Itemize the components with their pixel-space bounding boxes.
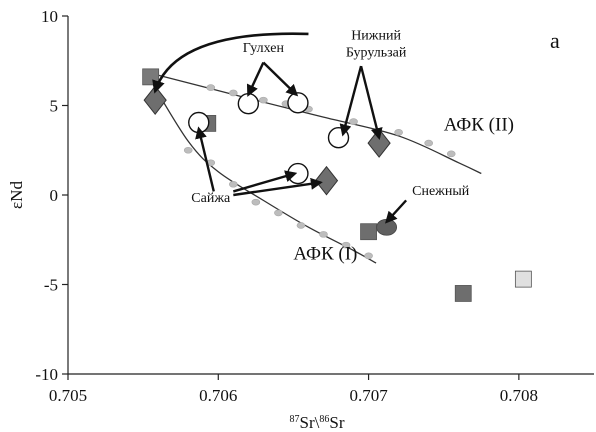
annotation-arrow xyxy=(233,177,323,197)
curve-bead xyxy=(183,146,193,154)
chart-text: Гулхен Нижний Бурульзай Сайжа Снежный АФК (II… xyxy=(191,28,560,264)
curve-bead xyxy=(206,84,216,91)
open-circle-marker xyxy=(237,93,260,115)
annotation-label: Нижний Бурульзай xyxy=(346,28,407,60)
bracket-arrow xyxy=(152,32,309,94)
curve-bead xyxy=(229,180,238,188)
y-axis-title: εNd xyxy=(7,181,26,209)
data-points xyxy=(142,68,532,302)
square-marker xyxy=(454,285,472,302)
x-tick-label: 0.705 xyxy=(49,386,87,405)
square-marker xyxy=(514,270,532,288)
x-tick-label: 0.708 xyxy=(500,386,538,405)
y-tick-label: -10 xyxy=(35,365,58,384)
annotation-arrow xyxy=(195,126,215,192)
annotation-arrow xyxy=(232,170,298,193)
curve-bead xyxy=(446,150,456,158)
square-marker xyxy=(360,223,377,241)
curve-bead xyxy=(251,198,261,206)
annotation-label: Гулхен xyxy=(243,41,285,56)
annotation-arrows xyxy=(152,32,408,224)
annotation-label: Сайжа xyxy=(191,191,231,206)
curve-bead xyxy=(394,129,403,136)
y-tick-label: 10 xyxy=(41,7,58,26)
annotation-arrow xyxy=(262,61,299,97)
curve-bead xyxy=(259,96,268,104)
y-tick-label: -5 xyxy=(44,276,58,295)
curve-bead xyxy=(296,222,306,229)
x-axis-title: 87Sr\86Sr xyxy=(290,413,345,432)
annotation-arrow xyxy=(359,65,383,141)
curve-bead xyxy=(319,231,328,238)
curve-bead xyxy=(341,241,351,249)
x-tick-label: 0.707 xyxy=(349,386,388,405)
curve-label: АФК (I) xyxy=(293,243,357,264)
mixing-curve-1 xyxy=(150,72,482,175)
panel-label: a xyxy=(550,28,560,53)
open-circle-marker xyxy=(287,92,309,114)
y-tick-label: 5 xyxy=(50,97,59,116)
annotation-arrow xyxy=(384,199,408,224)
axes: 0.705 0.706 0.707 0.708 -10 -5 0 5 10 87Sr\86Sr εN… xyxy=(7,7,594,432)
open-circle-marker xyxy=(327,127,350,149)
curve-bead xyxy=(274,209,283,217)
curve-label: АФК (II) xyxy=(444,115,514,136)
annotation-label: Снежный xyxy=(412,184,470,199)
mixing-curves xyxy=(150,72,482,264)
y-tick-label: 0 xyxy=(50,186,59,205)
curve-bead xyxy=(364,252,373,260)
diamond-marker xyxy=(314,165,339,196)
annotation-arrow xyxy=(246,62,265,97)
annotation-arrow xyxy=(339,65,363,137)
square-marker xyxy=(142,68,160,86)
x-tick-label: 0.706 xyxy=(199,386,237,405)
curve-bead xyxy=(424,139,433,147)
curve-bead xyxy=(349,118,358,125)
mixing-curve-2 xyxy=(150,80,377,264)
curve-bead xyxy=(229,89,238,97)
